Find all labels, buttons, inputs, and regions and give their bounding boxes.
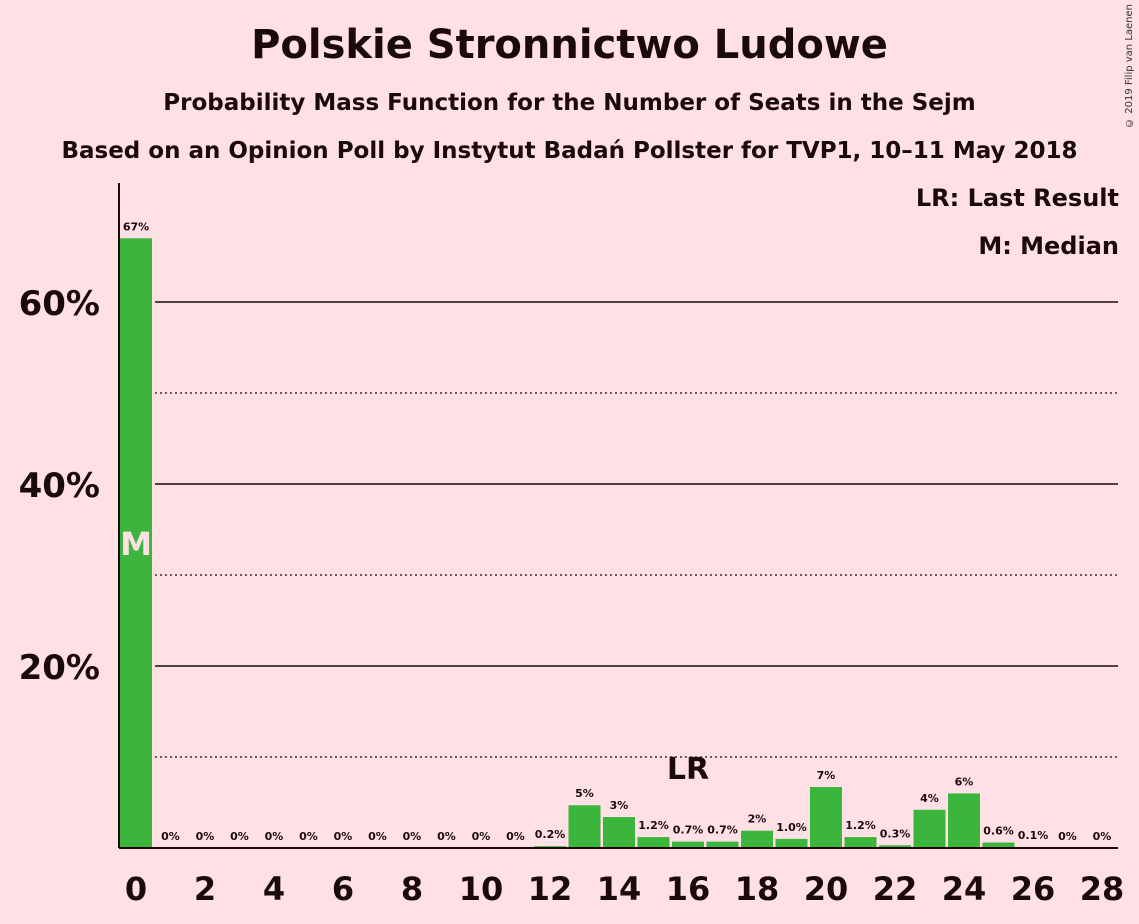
x-tick-label: 2	[194, 870, 216, 908]
data-label: 1.2%	[638, 819, 669, 832]
data-label: 0%	[437, 830, 456, 843]
x-tick-label: 22	[873, 870, 918, 908]
bar-seat-24	[948, 793, 980, 848]
median-marker: M	[120, 525, 152, 563]
data-label: 0%	[334, 830, 353, 843]
y-tick-label: 20%	[19, 648, 100, 688]
last-result-marker: LR	[667, 752, 709, 787]
bar-seat-21	[844, 837, 877, 848]
y-tick-label: 60%	[19, 284, 100, 324]
chart-subtitle: Probability Mass Function for the Number…	[163, 90, 976, 116]
chart-title: Polskie Stronnictwo Ludowe	[251, 22, 888, 68]
data-label: 3%	[610, 799, 629, 812]
data-label: 2%	[748, 813, 767, 826]
data-label: 0%	[403, 830, 422, 843]
bar-seat-15	[637, 837, 670, 848]
bar-seat-20	[810, 787, 842, 848]
data-label: 0%	[1058, 830, 1077, 843]
x-tick-label: 28	[1080, 870, 1125, 908]
data-label: 0.1%	[1018, 829, 1049, 842]
data-label: 6%	[955, 775, 974, 788]
y-tick-label: 40%	[19, 466, 100, 506]
data-label: 0.2%	[535, 828, 566, 841]
bar-seat-19	[775, 838, 808, 848]
legend-last-result: LR: Last Result	[915, 184, 1119, 212]
x-tick-label: 18	[735, 870, 780, 908]
legend-median: M: Median	[978, 232, 1119, 260]
data-label: 7%	[817, 769, 836, 782]
chart-source: Based on an Opinion Poll by Instytut Bad…	[61, 138, 1078, 164]
x-tick-label: 0	[125, 870, 147, 908]
bar-seat-16	[672, 841, 704, 848]
x-tick-label: 8	[401, 870, 423, 908]
data-label: 0%	[299, 830, 318, 843]
data-label: 0%	[506, 830, 525, 843]
data-label: 0%	[196, 830, 215, 843]
x-tick-label: 16	[666, 870, 711, 908]
bar-seat-14	[603, 817, 635, 848]
x-tick-label: 6	[332, 870, 354, 908]
data-label: 4%	[920, 792, 939, 805]
data-label: 0%	[472, 830, 491, 843]
data-label: 0.7%	[707, 824, 738, 837]
data-label: 0%	[161, 830, 180, 843]
data-label: 1.2%	[845, 819, 876, 832]
x-tick-label: 26	[1011, 870, 1056, 908]
bar-seat-23	[913, 809, 946, 848]
x-tick-label: 20	[804, 870, 849, 908]
data-label: 0%	[230, 830, 249, 843]
data-label: 5%	[575, 787, 594, 800]
x-tick-label: 24	[942, 870, 987, 908]
data-label: 0.3%	[880, 827, 911, 840]
data-label: 0%	[1093, 830, 1112, 843]
data-label: 0%	[265, 830, 284, 843]
data-label: 0.6%	[983, 825, 1014, 838]
bar-seat-17	[706, 841, 739, 848]
data-label: 0%	[368, 830, 387, 843]
bar-seat-18	[741, 830, 773, 848]
x-tick-label: 14	[597, 870, 642, 908]
x-tick-label: 10	[459, 870, 504, 908]
data-label: 0.7%	[673, 824, 704, 837]
data-label: 67%	[123, 220, 149, 233]
data-label: 1.0%	[776, 821, 807, 834]
x-tick-label: 12	[528, 870, 573, 908]
bar-seat-13	[568, 805, 601, 848]
bar-seat-22	[879, 845, 911, 848]
x-tick-label: 4	[263, 870, 285, 908]
bar-seat-25	[982, 842, 1015, 848]
bar-seat-0	[120, 238, 152, 849]
